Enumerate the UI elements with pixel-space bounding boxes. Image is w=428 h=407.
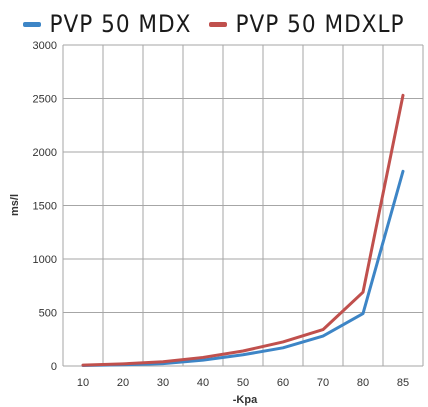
legend-item-series-1: PVP 50 MDX xyxy=(23,10,191,38)
x-tick-label: 80 xyxy=(357,377,369,389)
x-tick-label: 20 xyxy=(117,377,129,389)
y-tick-label: 2500 xyxy=(33,94,57,106)
legend-label-series-2: PVP 50 MDXLP xyxy=(235,10,405,38)
legend-label-series-1: PVP 50 MDX xyxy=(49,10,192,38)
grid xyxy=(62,44,424,367)
series-line-1 xyxy=(81,169,405,367)
y-tick-label: 3000 xyxy=(33,40,57,52)
y-axis-label: ms/l xyxy=(9,194,21,216)
series-lines xyxy=(81,93,405,367)
y-tick-label: 0 xyxy=(51,361,57,373)
legend: PVP 50 MDX PVP 50 MDXLP xyxy=(0,4,428,44)
legend-item-series-2: PVP 50 MDXLP xyxy=(209,10,404,38)
legend-swatch-series-1 xyxy=(23,21,42,27)
x-tick-label: 50 xyxy=(237,377,249,389)
x-tick-labels: 10 20 30 40 50 60 70 80 85 xyxy=(77,377,409,389)
y-tick-label: 1000 xyxy=(33,254,57,266)
legend-swatch-series-2 xyxy=(209,21,228,27)
series-line-2 xyxy=(81,93,405,367)
x-tick-label: 70 xyxy=(317,377,329,389)
x-tick-label: 30 xyxy=(157,377,169,389)
x-tick-label: 40 xyxy=(197,377,209,389)
x-axis-label: -Kpa xyxy=(233,394,258,406)
x-tick-label: 10 xyxy=(77,377,89,389)
y-tick-label: 500 xyxy=(39,308,57,320)
y-tick-label: 2000 xyxy=(33,147,57,159)
y-tick-label: 1500 xyxy=(33,201,57,213)
x-tick-label: 85 xyxy=(397,377,409,389)
y-tick-labels: 0 500 1000 1500 2000 2500 3000 xyxy=(33,40,57,373)
x-tick-label: 60 xyxy=(277,377,289,389)
